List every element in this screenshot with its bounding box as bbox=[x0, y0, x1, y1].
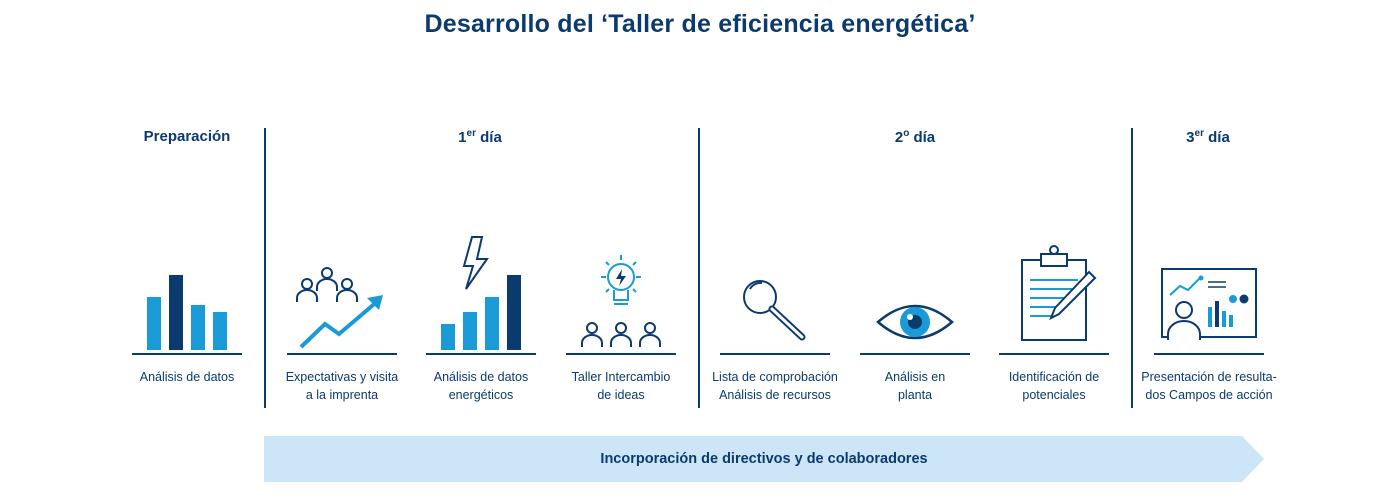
phase-day-2: 2o día bbox=[894, 128, 936, 146]
phase-divider bbox=[698, 128, 700, 408]
phase-preparacion: Preparación bbox=[143, 128, 231, 145]
banner-arrow bbox=[264, 436, 1264, 482]
step-baseline bbox=[860, 353, 970, 355]
step-label: Presentación de resulta-dos Campos de ac… bbox=[1141, 370, 1277, 402]
phase-day-1: 1er día bbox=[458, 128, 502, 146]
step-baseline bbox=[1154, 353, 1264, 355]
step-label: Análisis de datos bbox=[139, 370, 235, 384]
page-title: Desarrollo del ‘Taller de eficiencia ene… bbox=[424, 10, 976, 38]
step-baseline bbox=[132, 353, 242, 355]
energy-chart-icon bbox=[441, 236, 521, 350]
step-label: Análisis en planta bbox=[884, 370, 946, 402]
step-label: Lista de comprobación Análisis de recurso… bbox=[712, 370, 838, 402]
magnifier-icon bbox=[743, 280, 806, 341]
step-baseline bbox=[720, 353, 830, 355]
banner-label: Incorporación de directivos y de colabor… bbox=[600, 451, 928, 467]
step-baseline bbox=[999, 353, 1109, 355]
step-baseline bbox=[426, 353, 536, 355]
step-label: Identificación de potenciales bbox=[1008, 370, 1100, 402]
eye-icon bbox=[876, 304, 954, 340]
team-growth-icon bbox=[296, 267, 383, 349]
bar-chart-icon bbox=[147, 275, 227, 350]
phase-day-3: 3er día bbox=[1186, 128, 1230, 146]
presentation-icon bbox=[1161, 268, 1257, 340]
step-baseline bbox=[566, 353, 676, 355]
clipboard-icon bbox=[1021, 245, 1097, 341]
step-label: Expectativas y visita a la imprenta bbox=[285, 370, 399, 402]
idea-team-icon bbox=[581, 255, 661, 347]
phase-divider bbox=[264, 128, 266, 408]
step-baseline bbox=[287, 353, 397, 355]
step-label: Taller Intercambio de ideas bbox=[571, 370, 671, 402]
step-label: Análisis de datos energéticos bbox=[433, 370, 529, 402]
phase-divider bbox=[1131, 128, 1133, 408]
